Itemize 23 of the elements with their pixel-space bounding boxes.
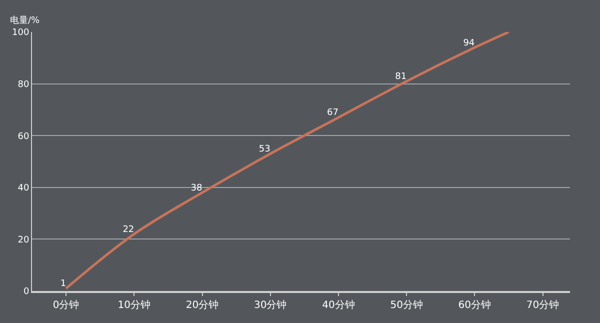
data-label: 67 bbox=[327, 108, 338, 118]
data-label: 1 bbox=[60, 279, 66, 290]
y-tick-label: 20 bbox=[18, 235, 30, 246]
y-tick-label: 40 bbox=[18, 184, 30, 194]
x-tick-label: 50分钟 bbox=[390, 299, 423, 311]
data-label: 81 bbox=[395, 72, 407, 82]
x-tick-label: 40分钟 bbox=[322, 299, 355, 311]
line-series bbox=[64, 32, 510, 290]
y-tick-label: 60 bbox=[18, 132, 30, 142]
data-label: 53 bbox=[258, 144, 270, 154]
y-tick-label: 80 bbox=[18, 80, 30, 90]
x-tick-label: 30分钟 bbox=[254, 299, 287, 311]
x-tick-label: 0分钟 bbox=[52, 299, 80, 311]
x-tick-label: 20分钟 bbox=[186, 299, 219, 311]
data-label: 38 bbox=[190, 183, 203, 194]
y-axis-title: 电量/% bbox=[10, 15, 40, 26]
x-tick-label: 10分钟 bbox=[118, 299, 151, 311]
x-tick-label: 60分钟 bbox=[458, 299, 492, 311]
y-tick-label: 100 bbox=[12, 28, 30, 38]
data-label: 22 bbox=[122, 224, 134, 235]
x-tick-label: 70分钟 bbox=[526, 299, 560, 311]
y-tick-label: 0 bbox=[23, 287, 30, 298]
data-label: 94 bbox=[463, 38, 475, 48]
